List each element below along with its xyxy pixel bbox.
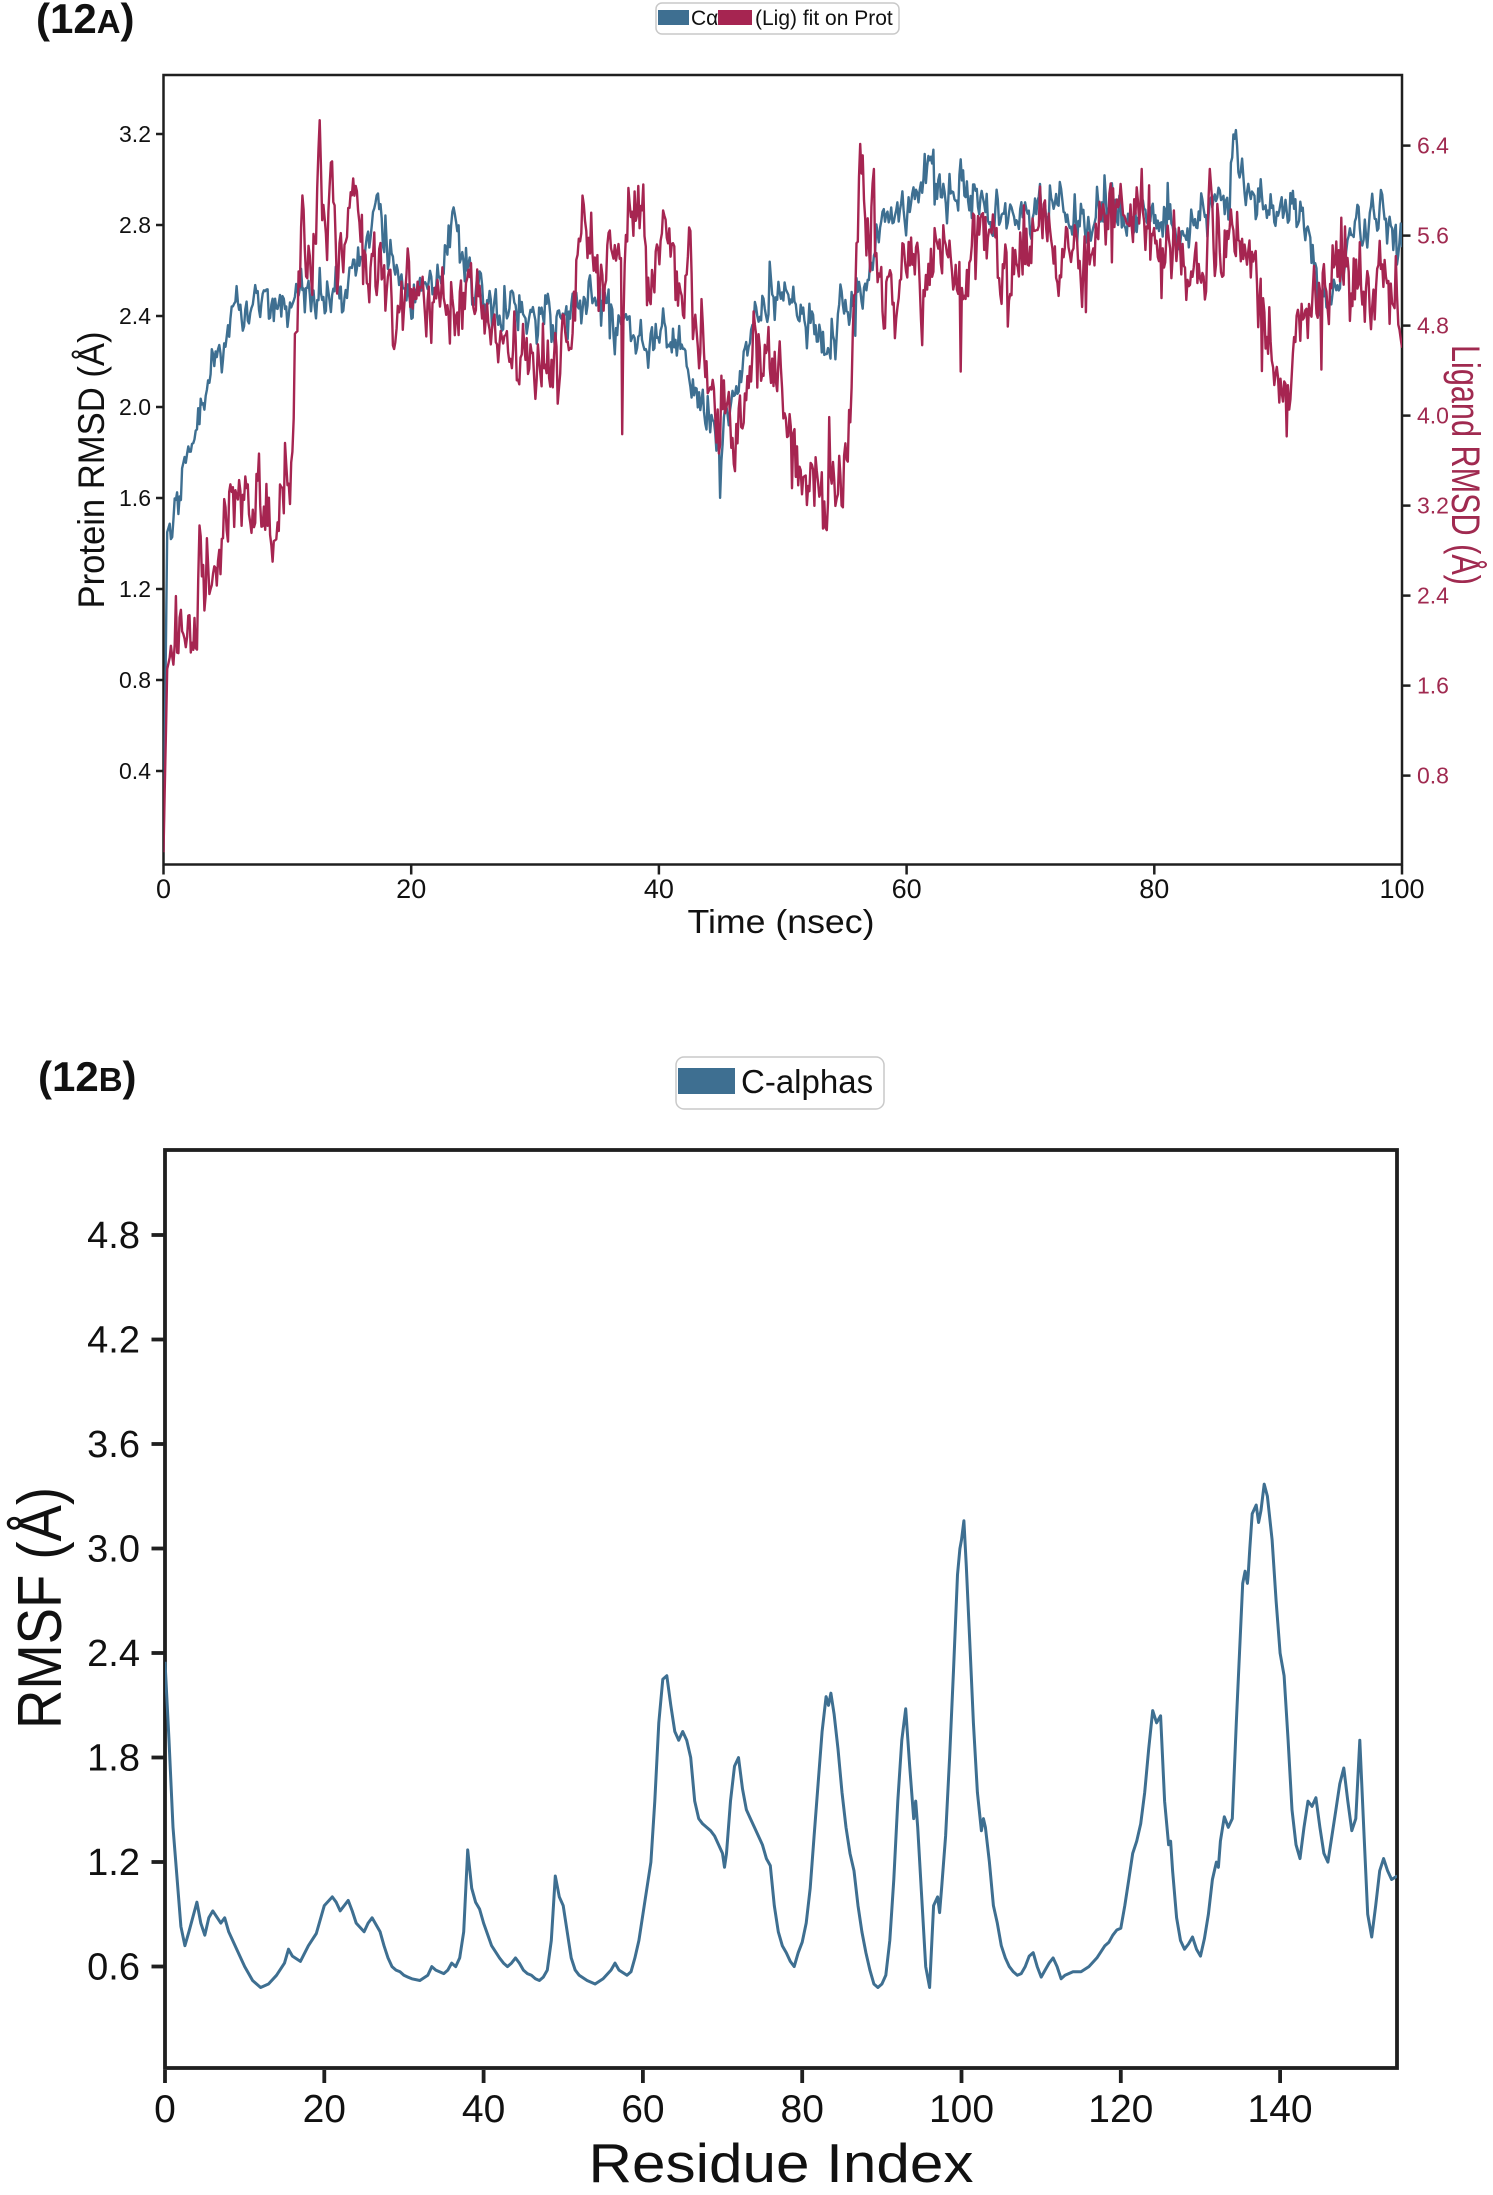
svg-text:0.4: 0.4	[119, 758, 151, 784]
svg-text:140: 140	[1248, 2088, 1313, 2131]
svg-text:C-alphas: C-alphas	[741, 1063, 873, 1100]
svg-text:2.4: 2.4	[1417, 583, 1449, 609]
svg-text:40: 40	[462, 2088, 505, 2131]
svg-text:Residue Index: Residue Index	[589, 2132, 974, 2190]
svg-text:3.2: 3.2	[119, 121, 151, 147]
svg-text:6.4: 6.4	[1417, 133, 1449, 159]
svg-text:Protein RMSD (Å): Protein RMSD (Å)	[71, 332, 112, 609]
svg-text:1.2: 1.2	[87, 1842, 140, 1884]
svg-text:4.8: 4.8	[87, 1215, 140, 1257]
svg-text:5.6: 5.6	[1417, 223, 1449, 249]
svg-text:0.6: 0.6	[87, 1947, 140, 1989]
svg-text:Time (nsec): Time (nsec)	[688, 903, 875, 940]
svg-text:2.4: 2.4	[119, 303, 151, 329]
svg-text:2.4: 2.4	[87, 1633, 140, 1675]
svg-text:0.8: 0.8	[1417, 763, 1449, 789]
svg-text:80: 80	[781, 2088, 824, 2131]
svg-text:20: 20	[303, 2088, 346, 2131]
svg-text:1.8: 1.8	[87, 1738, 140, 1780]
svg-text:4.0: 4.0	[1417, 403, 1449, 429]
svg-text:0.8: 0.8	[119, 667, 151, 693]
svg-text:(Lig) fit on Prot: (Lig) fit on Prot	[755, 7, 893, 30]
svg-text:100: 100	[929, 2088, 994, 2131]
svg-text:1.2: 1.2	[119, 576, 151, 602]
svg-text:60: 60	[892, 874, 922, 904]
svg-text:(12A): (12A)	[36, 0, 135, 42]
svg-text:RMSF (Å): RMSF (Å)	[6, 1487, 75, 1729]
svg-text:80: 80	[1139, 874, 1169, 904]
svg-text:20: 20	[396, 874, 426, 904]
svg-text:0: 0	[156, 874, 171, 904]
svg-text:1.6: 1.6	[1417, 673, 1449, 699]
svg-text:120: 120	[1088, 2088, 1153, 2131]
svg-text:Cα: Cα	[691, 7, 718, 30]
svg-text:2.0: 2.0	[119, 394, 151, 420]
svg-text:4.8: 4.8	[1417, 313, 1449, 339]
svg-text:3.0: 3.0	[87, 1529, 140, 1571]
svg-text:3.2: 3.2	[1417, 493, 1449, 519]
svg-text:2.8: 2.8	[119, 212, 151, 238]
svg-text:Ligand RMSD (Å): Ligand RMSD (Å)	[1443, 345, 1488, 585]
svg-text:40: 40	[644, 874, 674, 904]
svg-text:1.6: 1.6	[119, 485, 151, 511]
svg-text:0: 0	[154, 2088, 176, 2131]
svg-text:3.6: 3.6	[87, 1424, 140, 1466]
svg-text:60: 60	[621, 2088, 664, 2131]
svg-text:100: 100	[1379, 874, 1424, 904]
svg-text:4.2: 4.2	[87, 1320, 140, 1362]
svg-text:(12B): (12B)	[38, 1053, 137, 1100]
